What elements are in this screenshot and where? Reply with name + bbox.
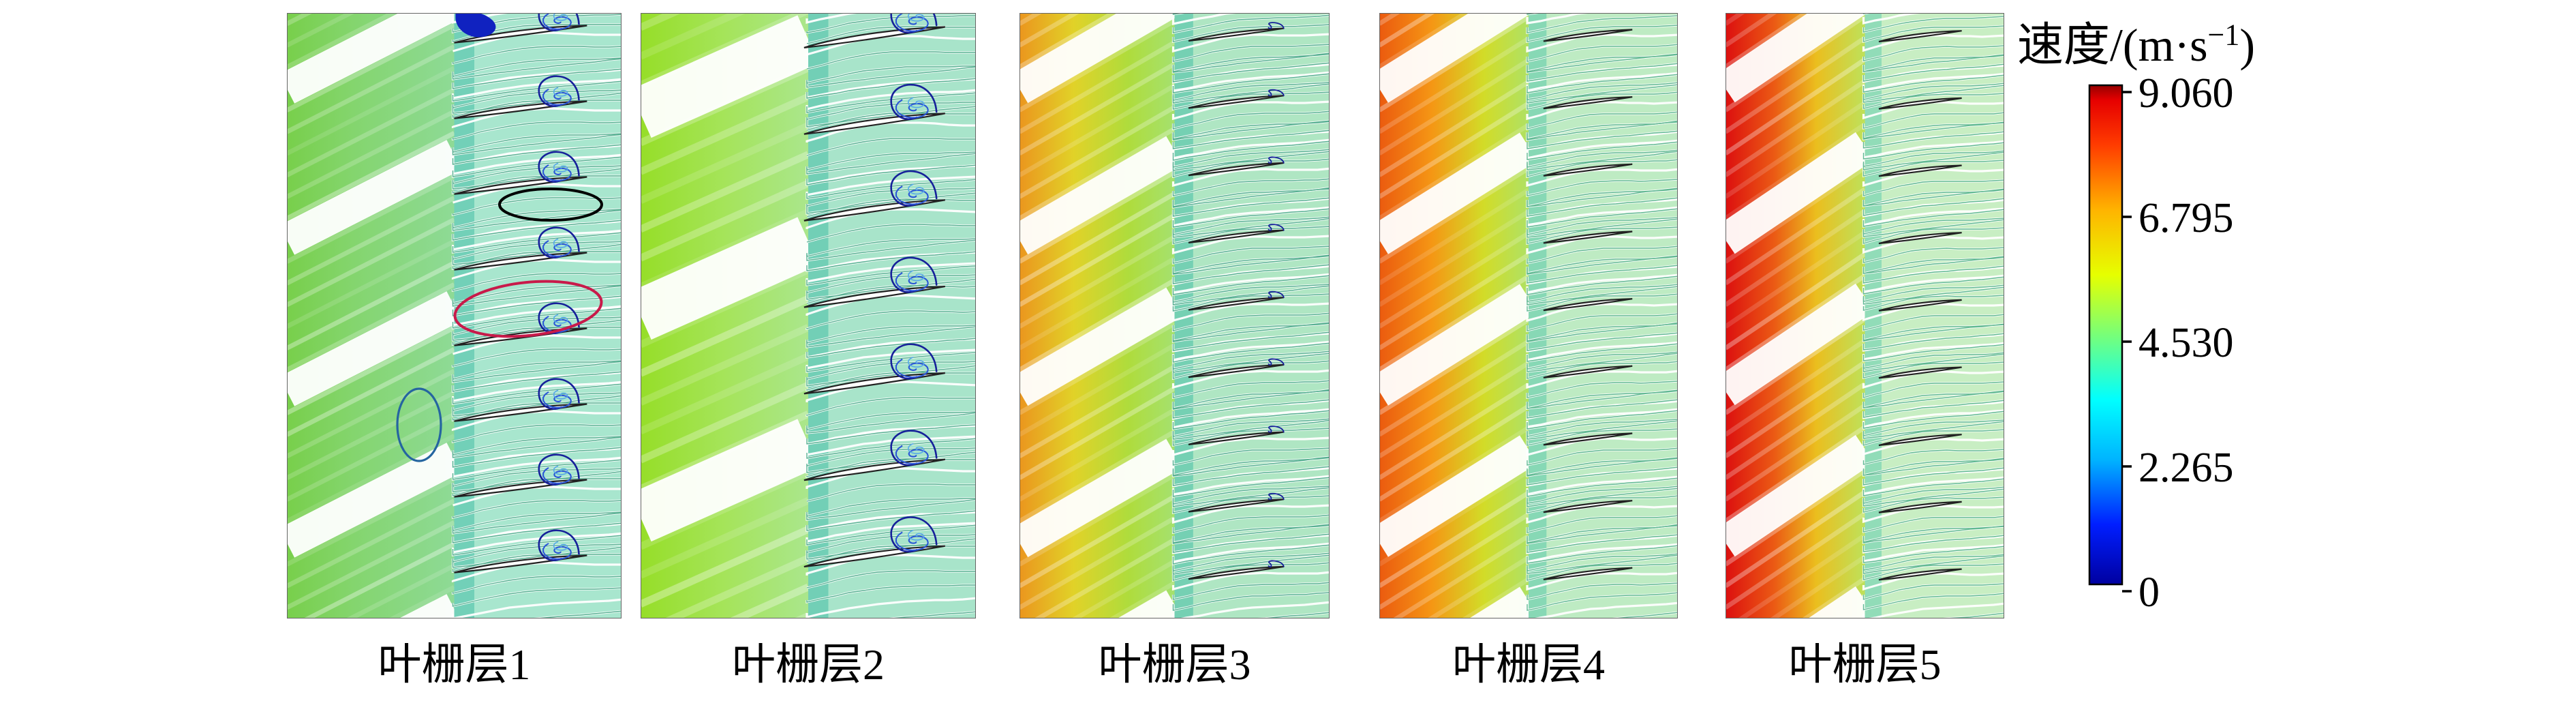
- svg-text:2.265: 2.265: [2138, 445, 2234, 491]
- svg-text:4.530: 4.530: [2138, 320, 2234, 366]
- svg-text:9.060: 9.060: [2138, 78, 2234, 117]
- svg-text:6.795: 6.795: [2138, 195, 2234, 241]
- svg-text:0: 0: [2138, 569, 2160, 616]
